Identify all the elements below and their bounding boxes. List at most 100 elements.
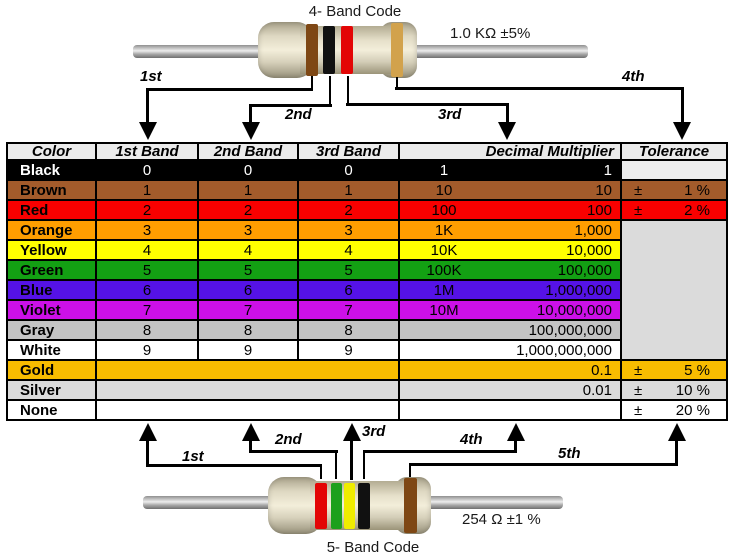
band-value-cell: 5 — [199, 261, 299, 281]
arrow-line — [250, 104, 332, 107]
arrow-line — [506, 103, 509, 124]
band-value-cell: 7 — [199, 301, 299, 321]
band-value-cell: 3 — [299, 221, 400, 241]
band-red — [315, 483, 327, 529]
tolerance-merged-cell — [622, 221, 728, 361]
arrow-line — [249, 450, 338, 453]
color-cell: White — [8, 341, 97, 361]
band-pointer-line — [347, 76, 349, 104]
tolerance-cell: ±2 % — [622, 201, 728, 221]
four-band-title: 4- Band Code — [308, 3, 402, 20]
multiplier-full: 10,000 — [566, 241, 612, 259]
band-red — [341, 26, 353, 74]
arrow-label-2nd: 2nd — [275, 431, 302, 448]
color-cell: Brown — [8, 181, 97, 201]
band-pointer-line — [396, 76, 398, 88]
color-code-table: Color 1st Band 2nd Band 3rd Band Decimal… — [6, 142, 728, 421]
band-value-cell: 7 — [299, 301, 400, 321]
tolerance-cell: ±10 % — [622, 381, 728, 401]
header-tolerance: Tolerance — [622, 144, 728, 161]
arrow-line — [514, 439, 517, 453]
multiplier-short: 100 — [431, 201, 457, 219]
color-cell: Blue — [8, 281, 97, 301]
tolerance-value: 2 % — [684, 201, 710, 219]
band-value-cell: 1 — [199, 181, 299, 201]
multiplier-short: 10K — [430, 241, 458, 259]
multiplier-full: 0.1 — [591, 361, 612, 379]
band-pointer-line — [363, 450, 365, 479]
band-value-cell: 0 — [97, 161, 199, 181]
band-green — [331, 483, 342, 529]
multiplier-cell: 1,000,000,000 — [400, 341, 622, 361]
band-brown — [404, 478, 417, 533]
color-cell: Green — [8, 261, 97, 281]
color-cell: Black — [8, 161, 97, 181]
arrow-line — [249, 104, 252, 124]
merged-band-cell — [97, 401, 400, 421]
multiplier-full: 10,000,000 — [536, 301, 612, 319]
arrow-label-5th: 5th — [558, 445, 581, 462]
band-value-cell: 2 — [299, 201, 400, 221]
multiplier-short: 10M — [429, 301, 459, 319]
plus-minus-sign: ± — [634, 361, 643, 379]
arrow-up-icon — [242, 423, 260, 441]
band-pointer-line — [329, 76, 331, 105]
header-2nd-band: 2nd Band — [199, 144, 299, 161]
arrow-line — [395, 87, 684, 90]
arrow-line — [146, 439, 149, 466]
multiplier-full: 10 — [595, 181, 612, 199]
multiplier-cell: 1M 1,000,000 — [400, 281, 622, 301]
band-yellow — [344, 483, 355, 529]
arrow-line — [350, 439, 353, 480]
multiplier-cell: 100K 100,000 — [400, 261, 622, 281]
band-pointer-line — [409, 463, 411, 479]
multiplier-full: 1,000 — [574, 221, 612, 239]
arrow-label-1st: 1st — [182, 448, 204, 465]
band-black — [323, 26, 335, 74]
tolerance-value: 20 % — [675, 401, 710, 419]
band-value-cell: 5 — [97, 261, 199, 281]
band-value-cell: 9 — [299, 341, 400, 361]
band-value-cell: 0 — [299, 161, 400, 181]
four-band-value-label: 1.0 KΩ ±5% — [450, 25, 531, 42]
arrow-label-3rd: 3rd — [438, 106, 462, 123]
arrow-line — [147, 88, 313, 91]
multiplier-full: 1,000,000 — [545, 281, 612, 299]
tolerance-value: 5 % — [684, 361, 710, 379]
arrow-line — [146, 88, 149, 124]
five-band-value-label: 254 Ω ±1 % — [462, 511, 541, 528]
tolerance-value: 10 % — [675, 381, 710, 399]
multiplier-cell: 10M 10,000,000 — [400, 301, 622, 321]
tolerance-cell: ±20 % — [622, 401, 728, 421]
band-value-cell: 6 — [299, 281, 400, 301]
band-value-cell: 2 — [199, 201, 299, 221]
multiplier-full: 100,000 — [557, 261, 612, 279]
color-cell: Red — [8, 201, 97, 221]
multiplier-cell: 100,000,000 — [400, 321, 622, 341]
arrow-line — [681, 87, 684, 124]
multiplier-cell — [400, 401, 622, 421]
arrow-label-2nd: 2nd — [285, 106, 312, 123]
band-value-cell: 4 — [299, 241, 400, 261]
band-value-cell: 5 — [299, 261, 400, 281]
multiplier-cell: 0.01 — [400, 381, 622, 401]
multiplier-cell: 10K 10,000 — [400, 241, 622, 261]
color-cell: Gold — [8, 361, 97, 381]
band-value-cell: 8 — [97, 321, 199, 341]
multiplier-short: 1 — [439, 161, 449, 179]
color-cell: None — [8, 401, 97, 421]
multiplier-cell: 10 10 — [400, 181, 622, 201]
band-value-cell: 7 — [97, 301, 199, 321]
band-brown — [306, 24, 318, 76]
band-value-cell: 4 — [199, 241, 299, 261]
band-value-cell: 2 — [97, 201, 199, 221]
band-value-cell: 8 — [199, 321, 299, 341]
arrow-line — [249, 439, 252, 453]
arrow-line — [146, 464, 322, 467]
multiplier-short: 1K — [434, 221, 454, 239]
arrow-down-icon — [139, 122, 157, 140]
band-value-cell: 9 — [199, 341, 299, 361]
tolerance-cell: ±1 % — [622, 181, 728, 201]
